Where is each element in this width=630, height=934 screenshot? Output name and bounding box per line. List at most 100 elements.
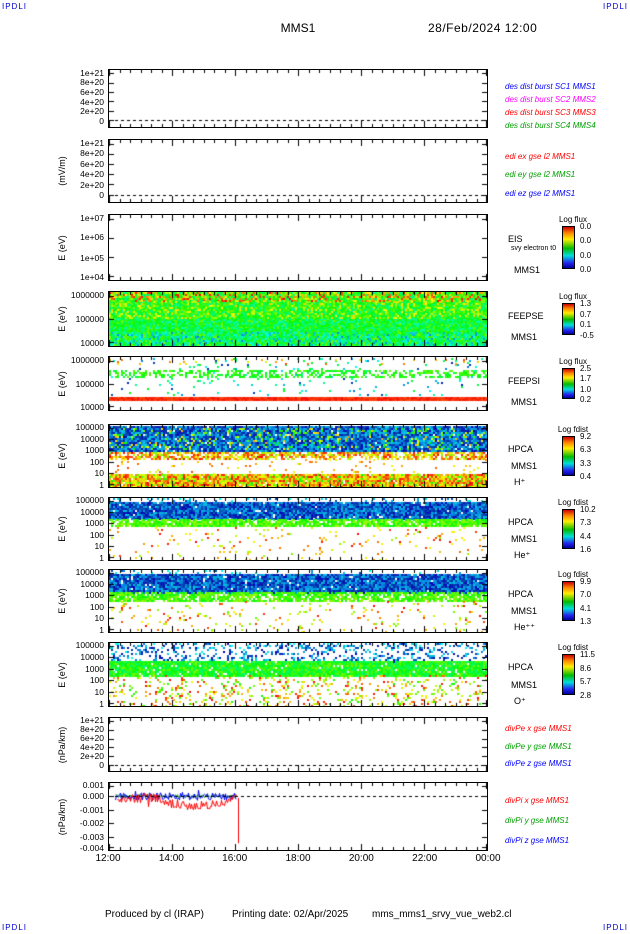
panel-4-plot: [109, 292, 487, 346]
y-tick-label: 1000000: [70, 289, 104, 300]
y-tick-label: 10: [94, 687, 104, 698]
colorbar: [562, 581, 575, 621]
colorbar-title: Log flux: [558, 292, 588, 301]
y-tick-label: 6e+20: [80, 86, 104, 97]
panel-label: svy electron t0: [511, 245, 557, 253]
colorbar: [562, 368, 575, 399]
y-tick-label: 1000: [85, 663, 104, 674]
y-tick-label: 6e+20: [80, 733, 104, 744]
panel-label: FEEPSE: [508, 311, 544, 322]
panel-2-plot: [109, 140, 487, 202]
colorbar: [562, 509, 575, 549]
y-tick-label: 1: [99, 479, 104, 490]
x-tick-label: 12:00: [95, 853, 121, 864]
y-axis-title: E (eV): [57, 661, 67, 688]
panel-8-hpca-he-: [108, 569, 488, 633]
colorbar-tick-label: 10.2: [580, 505, 596, 514]
y-tick-label: 1e+21: [80, 67, 104, 78]
colorbar-tick-label: 0.0: [580, 222, 592, 231]
corner-label-bottom-left: IPDLI: [2, 923, 28, 932]
panel-label: HPCA: [508, 516, 534, 527]
legend-entry: divPi z gse MMS1: [505, 835, 570, 845]
panel-label: MMS1: [511, 679, 538, 690]
colorbar-tick-label: 4.4: [580, 531, 592, 541]
panel-9-hpca-o-: [108, 642, 488, 707]
panel-label: He⁺⁺: [514, 621, 536, 632]
y-tick-label: 10: [94, 468, 104, 479]
y-tick-label: 1e+05: [80, 252, 104, 263]
colorbar-tick-label: 1.7: [580, 374, 592, 384]
colorbar: [562, 436, 575, 476]
printing-date-label: Printing date: 02/Apr/2025: [232, 909, 349, 920]
panel-1-plot: [109, 70, 487, 127]
y-tick-label: 100000: [75, 567, 104, 578]
x-tick-label: 14:00: [158, 853, 184, 864]
y-tick-label: 8e+20: [80, 148, 104, 159]
colorbar-tick-label: 0.4: [580, 472, 592, 481]
colorbar-tick-label: 1.0: [580, 384, 592, 394]
panel-label: MMS1: [514, 265, 541, 276]
y-tick-label: 1e+06: [80, 232, 104, 243]
y-tick-label: 100: [89, 529, 104, 540]
colorbar-tick-label: 0.7: [580, 309, 592, 319]
panel-7-hpca-he-: [108, 497, 488, 561]
legend-entry: divPe z gse MMS1: [505, 759, 572, 769]
y-tick-label: 1: [99, 624, 104, 635]
colorbar-title: Log fdist: [557, 498, 589, 507]
colorbar-tick-label: 2.5: [580, 364, 592, 373]
panel-label: HPCA: [508, 588, 534, 599]
y-axis-title: E (eV): [57, 588, 67, 614]
y-tick-label: 4e+20: [80, 169, 104, 180]
colorbar-tick-label: 8.6: [580, 663, 592, 673]
panel-label: HPCA: [508, 443, 534, 454]
legend-entry: des dist burst SC2 MMS2: [505, 94, 596, 104]
panel-label: MMS1: [511, 534, 538, 545]
x-tick-label: 22:00: [412, 853, 438, 864]
legend-entry: des dist burst SC4 MMS4: [505, 121, 596, 131]
y-tick-label: 10000: [80, 506, 104, 517]
y-axis-title: E (eV): [57, 306, 67, 332]
colorbar: [562, 303, 575, 335]
y-tick-label: 8e+20: [80, 724, 104, 735]
colorbar-tick-label: 1.6: [580, 545, 592, 554]
y-tick-label: 1000000: [70, 354, 104, 365]
panel-label: MMS1: [511, 461, 538, 472]
y-tick-label: 100000: [75, 640, 104, 651]
panel-label: MMS1: [511, 606, 538, 617]
panel-1-des-dist-burst: [108, 69, 488, 128]
panel-label: O⁺: [514, 695, 526, 706]
panel-4-feepse: [108, 291, 488, 347]
y-tick-label: 1: [99, 552, 104, 563]
panel-3-plot: [109, 215, 487, 280]
plot-start-datetime: 28/Feb/2024 12:00: [428, 21, 538, 35]
colorbar-tick-label: 0.0: [580, 236, 592, 246]
y-axis-title: E (eV): [57, 234, 67, 261]
legend-entry: divPe x gse MMS1: [505, 724, 572, 733]
y-tick-label: 1: [99, 698, 104, 709]
colorbar-tick-label: 0.2: [580, 395, 592, 404]
y-tick-label: 100: [89, 601, 104, 612]
legend-entry: divPe y gse MMS1: [505, 741, 572, 751]
colorbar-title: Log fdist: [557, 570, 589, 579]
colorbar-tick-label: 7.0: [580, 590, 592, 600]
y-tick-label: 0: [99, 115, 104, 126]
y-tick-label: -0.001: [79, 804, 104, 815]
y-tick-label: 1e+21: [80, 137, 104, 148]
panel-label: MMS1: [511, 332, 538, 343]
y-tick-label: 1e+04: [80, 271, 104, 282]
y-tick-label: 1e+21: [80, 715, 104, 726]
legend-entry: des dist burst SC1 MMS1: [505, 81, 596, 91]
y-tick-label: 2e+20: [80, 751, 104, 762]
y-tick-label: 10000: [80, 402, 104, 413]
colorbar-tick-label: 5.7: [580, 677, 592, 687]
panel-9-plot: [109, 643, 487, 706]
x-tick-label: 18:00: [285, 853, 311, 864]
y-tick-label: 6e+20: [80, 158, 104, 169]
x-tick-label: 00:00: [475, 853, 501, 864]
colorbar-title: Log flux: [558, 357, 588, 366]
colorbar-tick-label: -0.5: [580, 331, 594, 340]
legend-entry: des dist burst SC3 MMS3: [505, 108, 596, 118]
y-tick-label: 100000: [75, 378, 104, 389]
y-axis-title: E (eV): [57, 370, 67, 397]
